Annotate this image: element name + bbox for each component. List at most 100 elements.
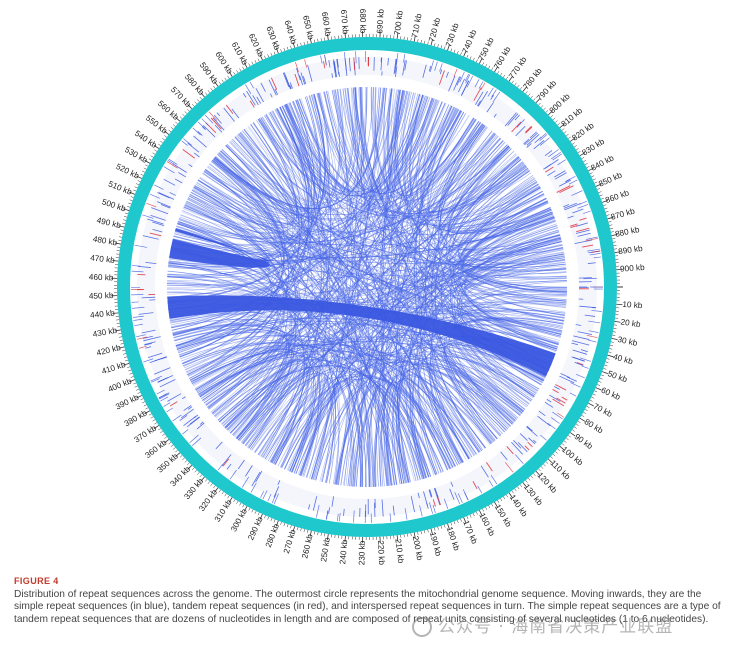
ring-label: 320 kb — [197, 487, 219, 512]
simple-repeat-mark — [255, 470, 263, 483]
simple-repeat-mark — [231, 108, 240, 119]
interspersed-link — [385, 88, 446, 192]
simple-repeat-mark — [289, 85, 292, 90]
ring-tick — [440, 45, 443, 49]
repeat-tracks — [130, 51, 604, 523]
interspersed-link — [253, 374, 326, 476]
interspersed-link — [168, 161, 524, 268]
ring-tick — [528, 93, 531, 97]
ring-label: 650 kb — [301, 15, 315, 41]
ring-edge-mark — [491, 89, 497, 98]
interspersed-link — [198, 336, 545, 395]
interspersed-link — [205, 359, 429, 478]
ring-tick — [140, 398, 144, 401]
ring-edge-mark — [557, 412, 564, 418]
ring-edge-mark — [548, 149, 559, 158]
ring-tick — [257, 58, 260, 62]
ring-tick — [326, 533, 329, 540]
simple-repeat-mark — [480, 465, 489, 478]
interspersed-link — [346, 87, 530, 405]
interspersed-link — [168, 119, 298, 265]
simple-repeat-mark — [277, 480, 281, 486]
ring-tick — [129, 379, 135, 383]
ring-tick — [511, 490, 514, 494]
ring-label: 200 kb — [411, 535, 425, 561]
ring-edge-mark — [325, 510, 329, 520]
ring-label: 520 kb — [114, 162, 140, 181]
simple-repeat-mark — [544, 150, 553, 156]
simple-repeat-mark — [537, 415, 551, 427]
simple-repeat-mark — [516, 119, 525, 128]
interspersed-link — [342, 88, 548, 228]
ring-edge-mark — [136, 334, 146, 338]
ring-label: 490 kb — [96, 216, 122, 231]
ring-label: 530 kb — [123, 145, 149, 165]
ring-edge-mark — [163, 166, 175, 174]
simple-repeat-mark — [577, 232, 591, 237]
interspersed-link — [333, 89, 456, 194]
ring-label: 700 kb — [393, 10, 405, 36]
interspersed-link — [214, 156, 302, 450]
tandem-repeat-mark — [556, 185, 571, 193]
ring-edge-mark — [338, 512, 341, 522]
ring-tick — [214, 81, 219, 87]
interspersed-link — [226, 87, 361, 430]
simple-repeat-mark — [154, 367, 171, 375]
ring-tick — [522, 482, 527, 488]
ring-tick — [191, 467, 195, 471]
ring-label: 370 kb — [133, 423, 159, 444]
ring-edge-mark — [183, 138, 192, 146]
simple-repeat-mark — [572, 340, 590, 346]
simple-repeat-mark — [167, 393, 182, 402]
simple-repeat-mark — [559, 375, 575, 384]
simple-repeat-mark — [160, 204, 171, 209]
ring-tick — [179, 455, 183, 458]
ring-tick — [119, 233, 123, 235]
ring-tick — [233, 499, 236, 503]
ring-tick — [158, 143, 161, 146]
ring-tick — [482, 508, 485, 512]
simple-repeat-mark — [237, 459, 245, 470]
ring-label: 140 kb — [508, 493, 530, 519]
ring-edge-mark — [192, 127, 201, 136]
large-repeat-links — [167, 228, 556, 377]
simple-repeat-mark — [142, 235, 159, 240]
ring-tick — [519, 86, 523, 90]
ring-tick — [199, 96, 203, 100]
ring-tick — [600, 197, 604, 200]
interspersed-link — [174, 328, 352, 487]
interspersed-link — [232, 138, 558, 348]
simple-repeat-mark — [138, 312, 154, 315]
interspersed-link — [177, 102, 446, 240]
tandem-repeat-mark — [525, 126, 533, 134]
simple-repeat-mark — [515, 125, 526, 137]
simple-repeat-mark — [381, 499, 384, 517]
interspersed-link — [318, 92, 567, 304]
interspersed-link — [225, 366, 319, 473]
ring-edge-mark — [304, 59, 308, 68]
ring-tick — [275, 520, 279, 527]
ring-tick — [160, 140, 163, 144]
simple-repeat-mark — [422, 64, 427, 78]
ring-edge-mark — [465, 74, 471, 84]
interspersed-link — [226, 143, 567, 302]
simple-repeat-mark — [572, 349, 588, 355]
simple-repeat-mark — [333, 61, 338, 78]
ring-tick — [552, 117, 556, 121]
interspersed-link — [169, 312, 276, 391]
ring-edge-mark — [320, 55, 323, 64]
ring-tick — [517, 486, 520, 490]
ring-label: 670 kb — [339, 9, 350, 35]
simple-repeat-mark — [187, 406, 193, 410]
ring-tick — [575, 148, 579, 151]
ring-edge-mark — [540, 434, 547, 441]
ring-tick — [598, 381, 602, 383]
interspersed-link — [234, 136, 430, 478]
simple-repeat-mark — [394, 58, 398, 73]
ring-tick — [579, 417, 586, 422]
simple-repeat-mark — [519, 433, 528, 441]
ring-edge-mark — [355, 51, 357, 64]
interspersed-link — [390, 91, 425, 479]
ring-edge-mark — [589, 253, 601, 256]
ring-tick — [140, 173, 144, 176]
